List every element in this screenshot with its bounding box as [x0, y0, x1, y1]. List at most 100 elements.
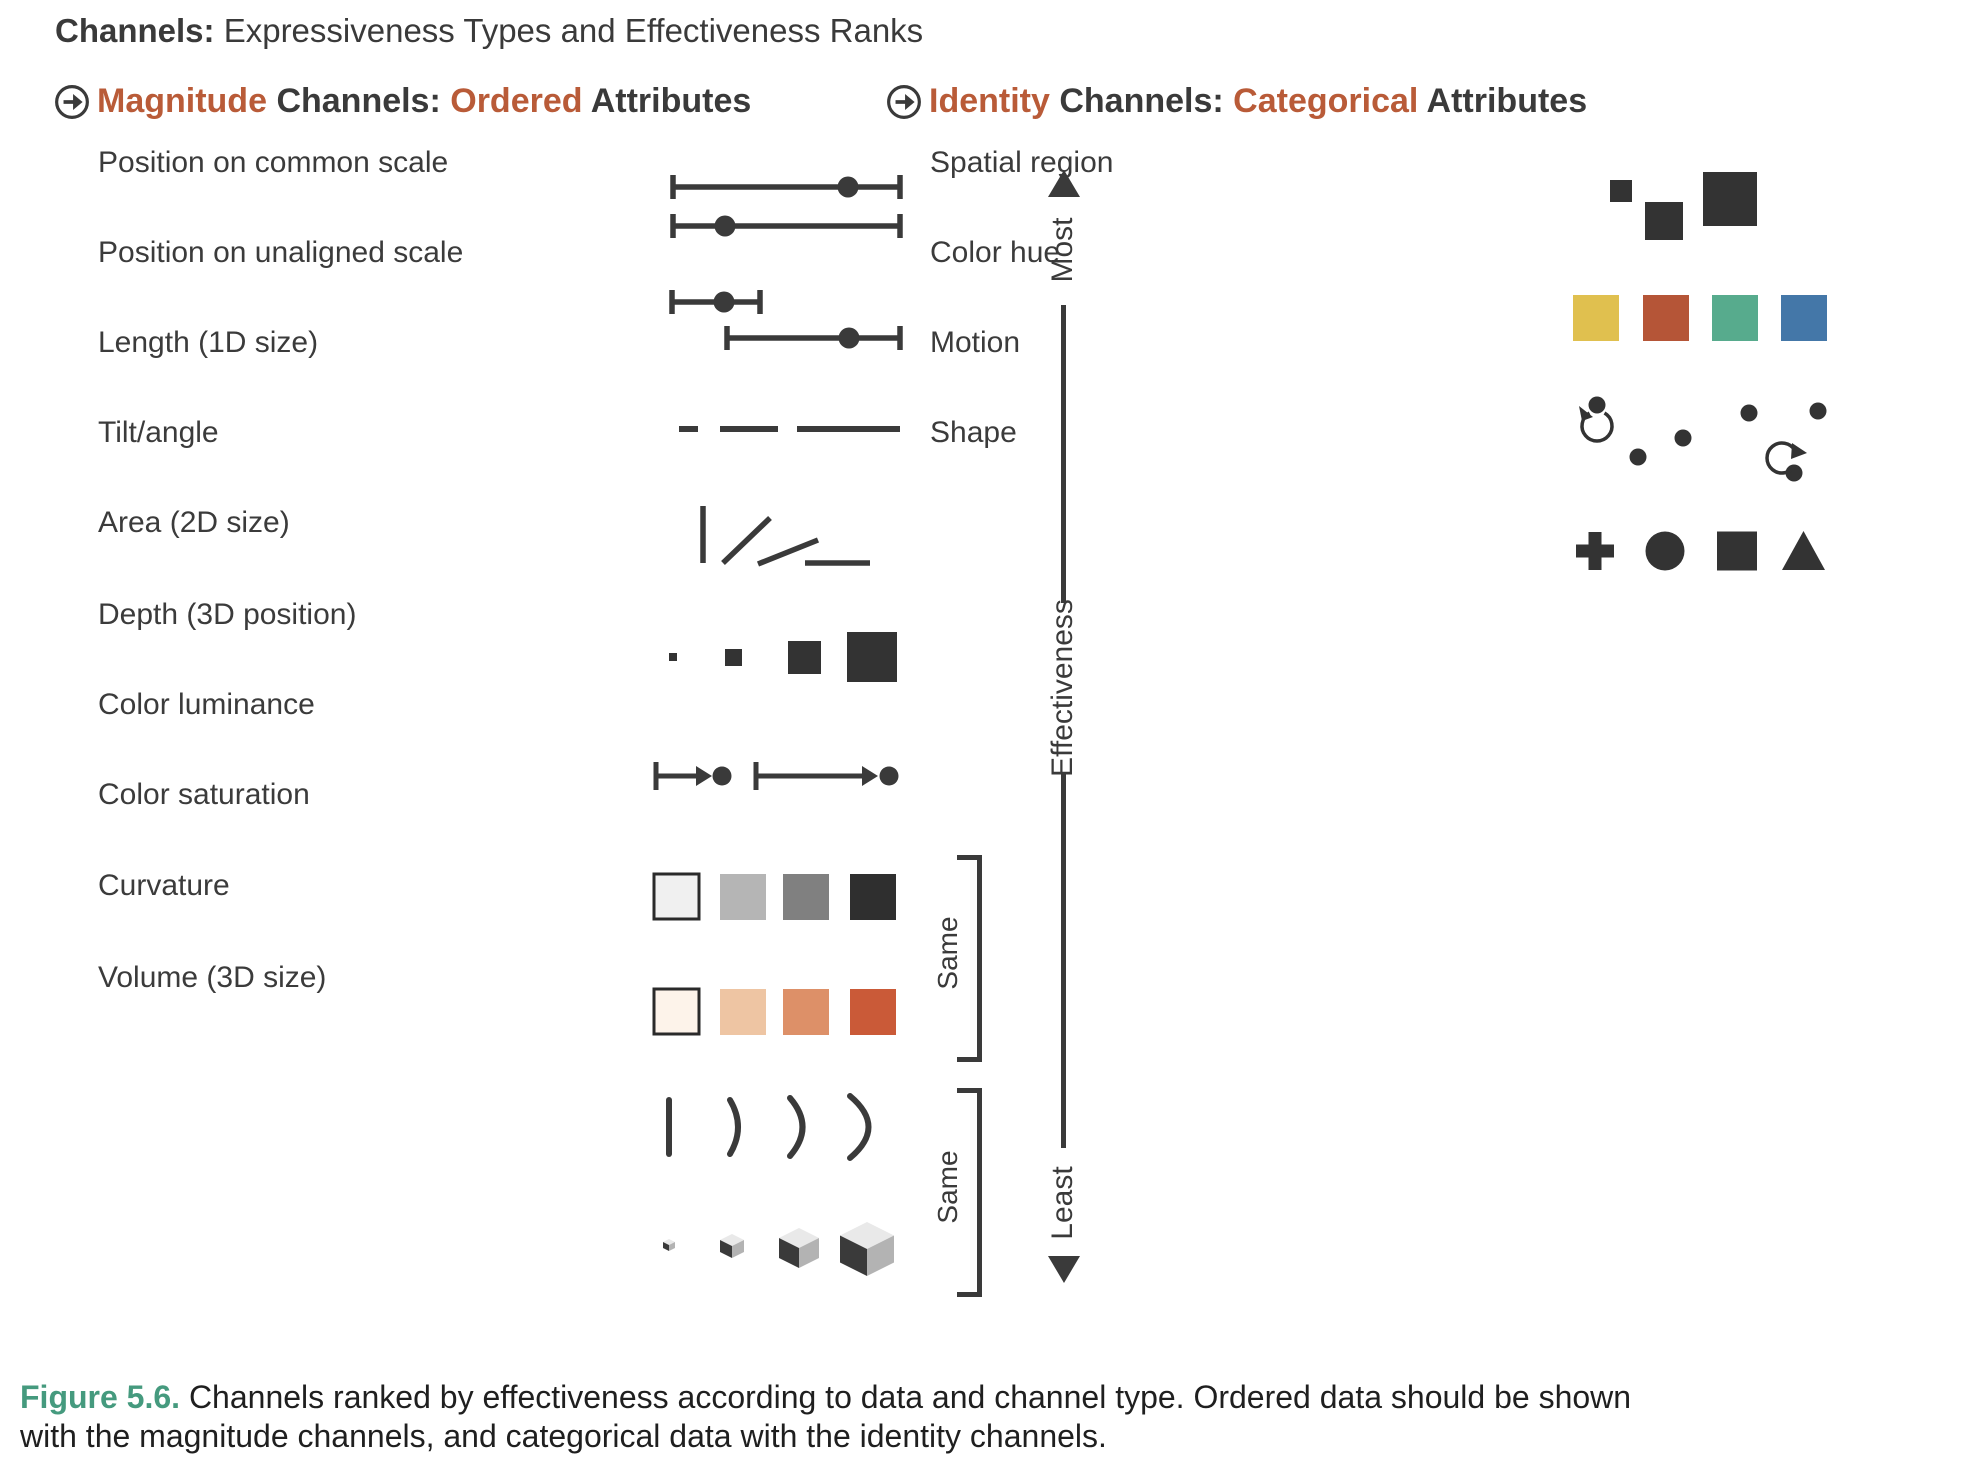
- identity-column-header: Identity Channels: Categorical Attribute…: [929, 82, 1588, 120]
- same-label-bottom: Same: [932, 1150, 963, 1224]
- same-bracket-luminance-saturation: [957, 855, 982, 1062]
- caption-line-1: Figure 5.6. Channels ranked by effective…: [20, 1378, 1970, 1417]
- depth-arrowhead-2: [862, 766, 878, 786]
- caption-line-2: with the magnitude channels, and categor…: [20, 1417, 1970, 1456]
- plus-shape: [1576, 532, 1614, 570]
- row-label-volume: Volume (3D size): [98, 961, 327, 994]
- row-label-luminance: Color luminance: [98, 688, 315, 721]
- caption-text-1: Channels ranked by effectiveness accordi…: [188, 1379, 1632, 1415]
- motion-dot-2: [1629, 448, 1647, 466]
- circle-shape: [1645, 531, 1685, 571]
- common-scale-lines: [670, 175, 903, 238]
- unaligned-scale-lines: [669, 290, 903, 350]
- same-bracket-curvature-volume: [957, 1088, 982, 1297]
- glyph-spatial-region: [1610, 172, 1757, 240]
- circled-right-arrow-icon: [887, 85, 921, 119]
- unaligned-scale-dot-1: [713, 291, 735, 313]
- axis-most-triangle-up-icon: [1048, 170, 1080, 197]
- circled-right-arrow-icon: [55, 85, 89, 119]
- hue-swatch-green: [1712, 295, 1758, 341]
- figure-caption: Figure 5.6. Channels ranked by effective…: [20, 1378, 1970, 1456]
- row-label-color-hue: Color hue: [930, 236, 1061, 269]
- depth-dot-2: [879, 766, 899, 786]
- same-label-top: Same: [932, 916, 963, 990]
- volume-cube-4: [840, 1222, 894, 1276]
- area-square-3: [788, 641, 821, 674]
- title-lead: Channels:: [55, 12, 215, 49]
- figure-title: Channels: Expressiveness Types and Effec…: [55, 12, 923, 50]
- common-scale-dot-1: [837, 176, 859, 198]
- glyph-length-segments: [679, 426, 900, 432]
- row-label-position-unaligned: Position on unaligned scale: [98, 236, 464, 269]
- glyph-luminance-swatches: [652, 872, 896, 921]
- depth-arrowhead-1: [696, 766, 712, 786]
- volume-cube-1: [663, 1239, 675, 1251]
- glyph-curvature-arcs: [666, 1093, 872, 1161]
- motion-rotation-arc-1: [1580, 411, 1614, 443]
- axis-most-label: Most: [1046, 217, 1079, 283]
- saturation-swatch-3: [783, 989, 829, 1035]
- row-label-shape: Shape: [930, 416, 1017, 449]
- motion-dot-4: [1740, 404, 1758, 422]
- motion-dot-3: [1674, 429, 1692, 447]
- motion-dot-5: [1809, 402, 1827, 420]
- square-shape: [1717, 531, 1757, 571]
- axis-least-label: Least: [1046, 1166, 1079, 1240]
- tilt-lines: [700, 506, 870, 567]
- curvature-arcs: [666, 1093, 872, 1161]
- motion-dot-1: [1588, 396, 1606, 414]
- saturation-swatch-4: [850, 989, 896, 1035]
- magnitude-column-header: Magnitude Channels: Ordered Attributes: [97, 82, 752, 120]
- depth-dot-1: [712, 766, 732, 786]
- volume-cube-2: [720, 1234, 744, 1258]
- glyph-shapes: [1576, 531, 1825, 571]
- categorical-word: Categorical: [1233, 82, 1419, 120]
- triangle-shape: [1782, 531, 1825, 570]
- glyph-tilt-angle: [700, 506, 870, 567]
- common-scale-dot-2: [714, 215, 736, 237]
- unaligned-scale-dot-2: [838, 327, 860, 349]
- axis-effectiveness-label: Effectiveness: [1046, 599, 1079, 777]
- row-label-depth: Depth (3D position): [98, 598, 357, 631]
- glyph-position-common-scale: [670, 175, 903, 238]
- glyph-volume-cubes: [663, 1222, 894, 1276]
- volume-cube-3: [779, 1228, 819, 1268]
- spatial-square-small: [1610, 180, 1632, 202]
- identity-word: Identity: [929, 82, 1050, 120]
- area-square-2: [725, 649, 742, 666]
- glyph-saturation-swatches: [652, 987, 896, 1036]
- hue-swatch-yellow: [1573, 295, 1619, 341]
- motion-dot-6: [1785, 464, 1803, 482]
- axis-line-lower: [1061, 772, 1066, 1148]
- saturation-swatch-1: [652, 987, 701, 1036]
- area-square-1: [669, 653, 677, 661]
- glyph-area-squares: [669, 632, 897, 682]
- luminance-swatch-1: [652, 872, 701, 921]
- row-label-length: Length (1D size): [98, 326, 319, 359]
- motion-rotation-arc-2: [1765, 441, 1797, 475]
- row-label-position-common: Position on common scale: [98, 146, 449, 179]
- spatial-square-medium: [1645, 202, 1683, 240]
- hue-swatch-red: [1643, 295, 1689, 341]
- luminance-swatch-4: [850, 874, 896, 920]
- depth-arrow-2: [753, 762, 864, 790]
- caption-text-2: with the magnitude channels, and categor…: [20, 1418, 1107, 1454]
- area-square-4: [847, 632, 897, 682]
- axis-line-upper: [1061, 305, 1066, 603]
- row-label-area: Area (2D size): [98, 506, 290, 539]
- axis-least-triangle-down-icon: [1048, 1256, 1080, 1283]
- spatial-square-large: [1703, 172, 1757, 226]
- luminance-swatch-3: [783, 874, 829, 920]
- caption-figure-number: Figure 5.6.: [20, 1379, 181, 1415]
- glyph-motion: [1579, 396, 1827, 482]
- row-label-motion: Motion: [930, 326, 1021, 359]
- glyph-position-unaligned-scale: [669, 290, 903, 350]
- motion-rotation-arrowhead-1: [1579, 406, 1593, 421]
- row-label-saturation: Color saturation: [98, 778, 310, 811]
- row-label-curvature: Curvature: [98, 869, 230, 902]
- row-label-tilt: Tilt/angle: [98, 416, 219, 449]
- glyph-hue-swatches: [1573, 295, 1827, 341]
- row-label-spatial-region: Spatial region: [930, 146, 1114, 179]
- saturation-swatch-2: [720, 989, 766, 1035]
